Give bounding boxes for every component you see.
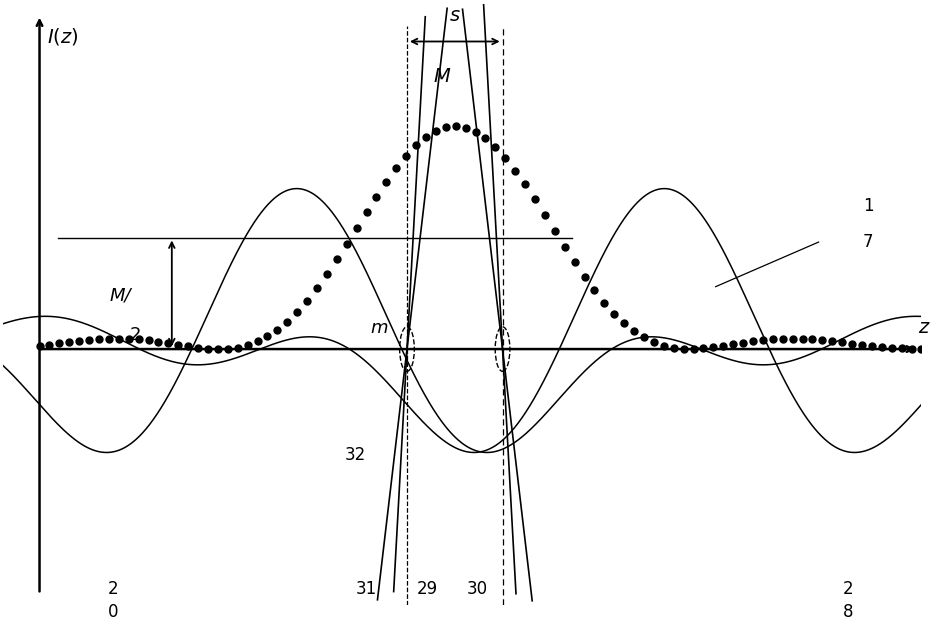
Text: $I(z)$: $I(z)$ [47, 26, 78, 47]
Text: 0: 0 [107, 602, 119, 620]
Text: 2: 2 [129, 326, 141, 344]
Text: $M$: $M$ [432, 66, 451, 86]
Text: 7: 7 [863, 232, 873, 250]
Text: 2: 2 [107, 580, 119, 598]
Text: 31: 31 [356, 580, 377, 598]
Text: 29: 29 [417, 580, 438, 598]
Text: 8: 8 [842, 602, 854, 620]
Text: M/: M/ [109, 286, 131, 304]
Text: $s$: $s$ [449, 6, 460, 25]
Text: 1: 1 [863, 197, 873, 215]
Text: $m$: $m$ [370, 319, 389, 337]
Text: 30: 30 [466, 580, 488, 598]
Text: 2: 2 [842, 580, 854, 598]
Text: 32: 32 [345, 446, 366, 465]
Text: $z$: $z$ [918, 319, 930, 337]
